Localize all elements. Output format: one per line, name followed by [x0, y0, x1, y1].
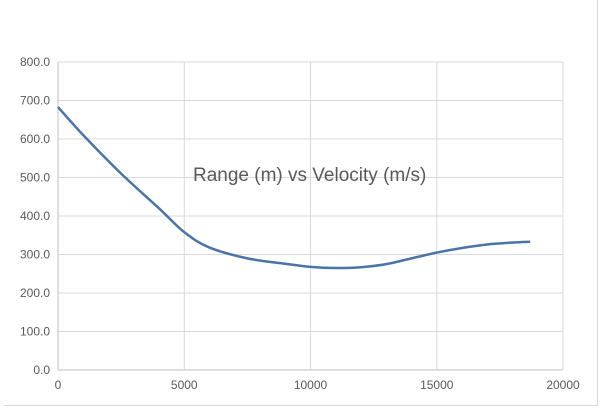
y-tick-label: 300.0 — [20, 248, 50, 262]
y-tick-label: 100.0 — [20, 325, 50, 339]
x-tick-label: 15000 — [420, 378, 454, 392]
x-tick-label: 5000 — [171, 378, 198, 392]
y-tick-label: 800.0 — [20, 55, 50, 69]
chart-frame — [4, 0, 598, 406]
x-tick-label: 20000 — [546, 378, 580, 392]
y-tick-label: 0.0 — [33, 363, 50, 377]
x-tick-label: 0 — [55, 378, 62, 392]
y-tick-label: 700.0 — [20, 94, 50, 108]
x-tick-label: 10000 — [294, 378, 328, 392]
chart-title: Range (m) vs Velocity (m/s) — [193, 165, 426, 186]
y-tick-label: 200.0 — [20, 286, 50, 300]
series-line — [57, 106, 531, 270]
y-tick-label: 500.0 — [20, 171, 50, 185]
y-tick-label: 600.0 — [20, 132, 50, 146]
y-tick-label: 400.0 — [20, 209, 50, 223]
